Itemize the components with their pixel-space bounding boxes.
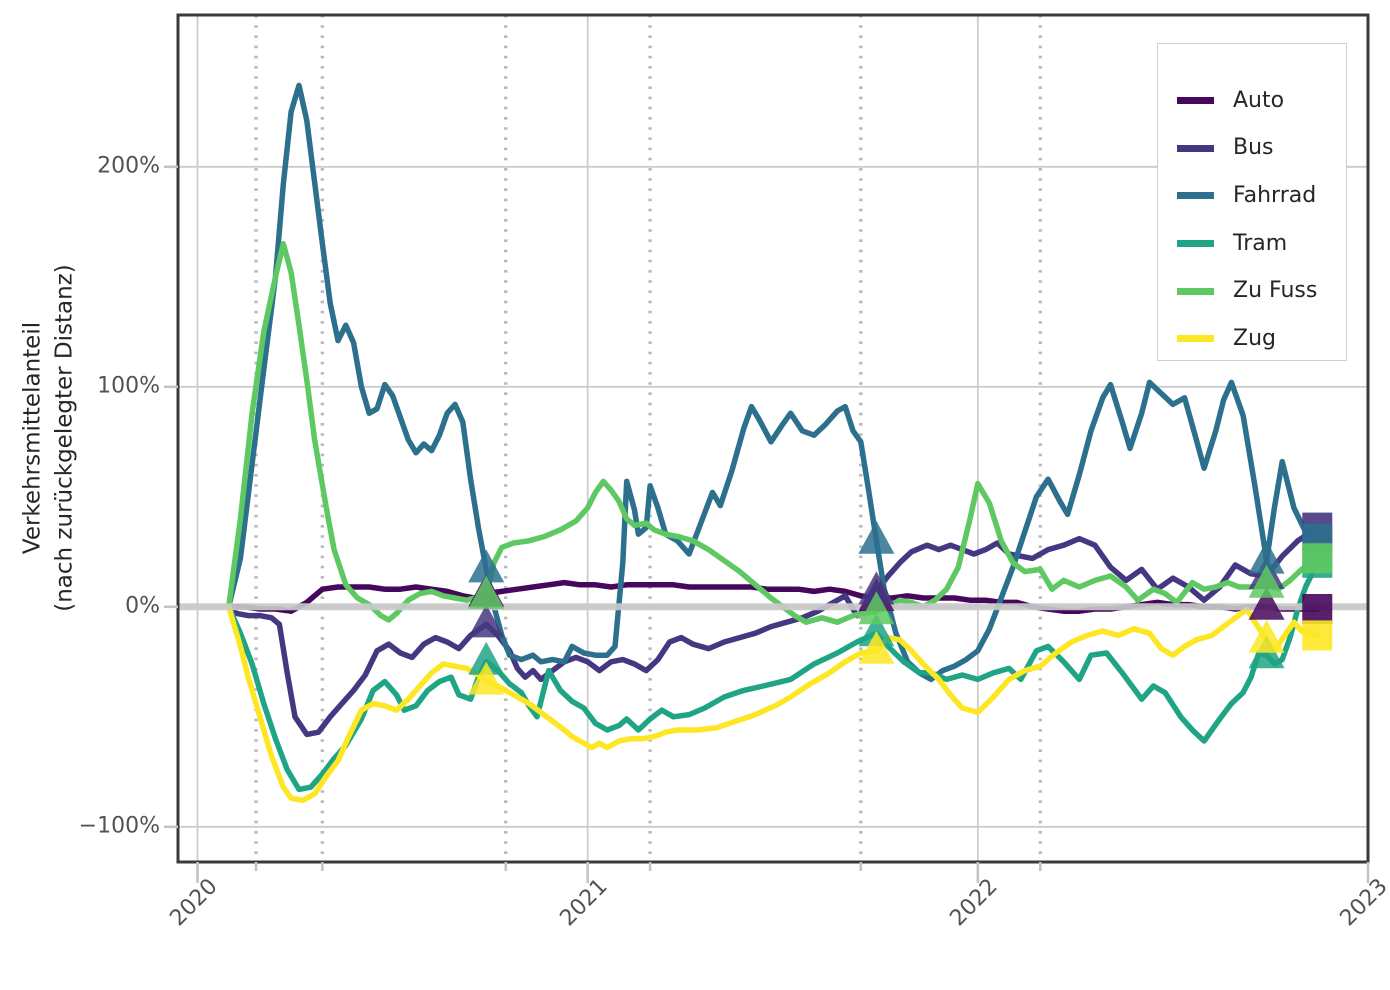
- marker-triangle-bus: [468, 604, 505, 638]
- y-axis-title-line2: (nach zurückgelegter Distanz): [51, 264, 77, 612]
- legend-swatch-zug-icon: [1177, 335, 1214, 343]
- marker-triangle-bus: [858, 571, 895, 605]
- legend-label-zug: Zug: [1233, 325, 1276, 351]
- marker-triangle-fahrrad: [468, 549, 505, 583]
- legend-label-fahrrad: Fahrrad: [1233, 182, 1317, 208]
- marker-triangle-tram: [468, 641, 505, 675]
- y-tick-label: 200%: [97, 153, 160, 179]
- series-line-bus: [225, 524, 1321, 738]
- series-line-tram: [225, 560, 1321, 793]
- legend-swatch-tram-icon: [1177, 240, 1214, 248]
- series-line-zug: [225, 604, 1321, 804]
- marker-square-zu-fuss: [1302, 543, 1333, 574]
- y-tick-label: 0%: [125, 593, 160, 619]
- legend-item-bus: Bus: [1177, 125, 1346, 173]
- legend-swatch-auto-icon: [1177, 97, 1214, 105]
- marker-triangle-zug: [858, 630, 895, 664]
- y-axis-title-line1: Verkehrsmittelanteil: [19, 321, 46, 555]
- marker-triangle-tram: [858, 613, 895, 647]
- y-tick-label: 100%: [97, 373, 160, 399]
- legend-label-tram: Tram: [1233, 230, 1288, 256]
- legend-item-zug: Zug: [1177, 315, 1346, 363]
- legend-label-zu-fuss: Zu Fuss: [1233, 278, 1318, 304]
- series-line-zu-fuss: [225, 241, 1321, 625]
- marker-triangle-zu-fuss: [858, 591, 895, 625]
- marker-triangle-fahrrad: [858, 520, 895, 554]
- legend-item-tram: Tram: [1177, 220, 1346, 268]
- legend-item-fahrrad: Fahrrad: [1177, 172, 1346, 220]
- marker-triangle-auto: [1248, 586, 1285, 620]
- y-axis-title: Verkehrsmittelanteil (nach zurückgelegte…: [17, 264, 80, 611]
- marker-square-zug: [1302, 620, 1333, 651]
- marker-triangle-fahrrad: [1248, 540, 1285, 574]
- legend-item-zu-fuss: Zu Fuss: [1177, 267, 1346, 315]
- legend-label-auto: Auto: [1233, 87, 1285, 113]
- marker-triangle-zu-fuss: [468, 575, 505, 609]
- axes-frame: [176, 13, 1370, 864]
- marker-triangle-zug: [1248, 619, 1285, 653]
- legend-label-bus: Bus: [1233, 135, 1274, 161]
- y-tick-label: −100%: [78, 813, 160, 839]
- marker-square-auto: [1302, 594, 1333, 624]
- legend-swatch-fahrrad-icon: [1177, 192, 1214, 200]
- legend-swatch-bus-icon: [1177, 144, 1214, 152]
- marker-triangle-zug: [468, 661, 505, 695]
- legend-swatch-zu-fuss-icon: [1177, 287, 1214, 295]
- legend-item-auto: Auto: [1177, 77, 1346, 125]
- series-line-fahrrad: [225, 82, 1321, 683]
- legend: Auto Bus Fahrrad Tram Zu Fuss Zug: [1157, 43, 1347, 361]
- marker-triangle-zu-fuss: [1248, 564, 1285, 598]
